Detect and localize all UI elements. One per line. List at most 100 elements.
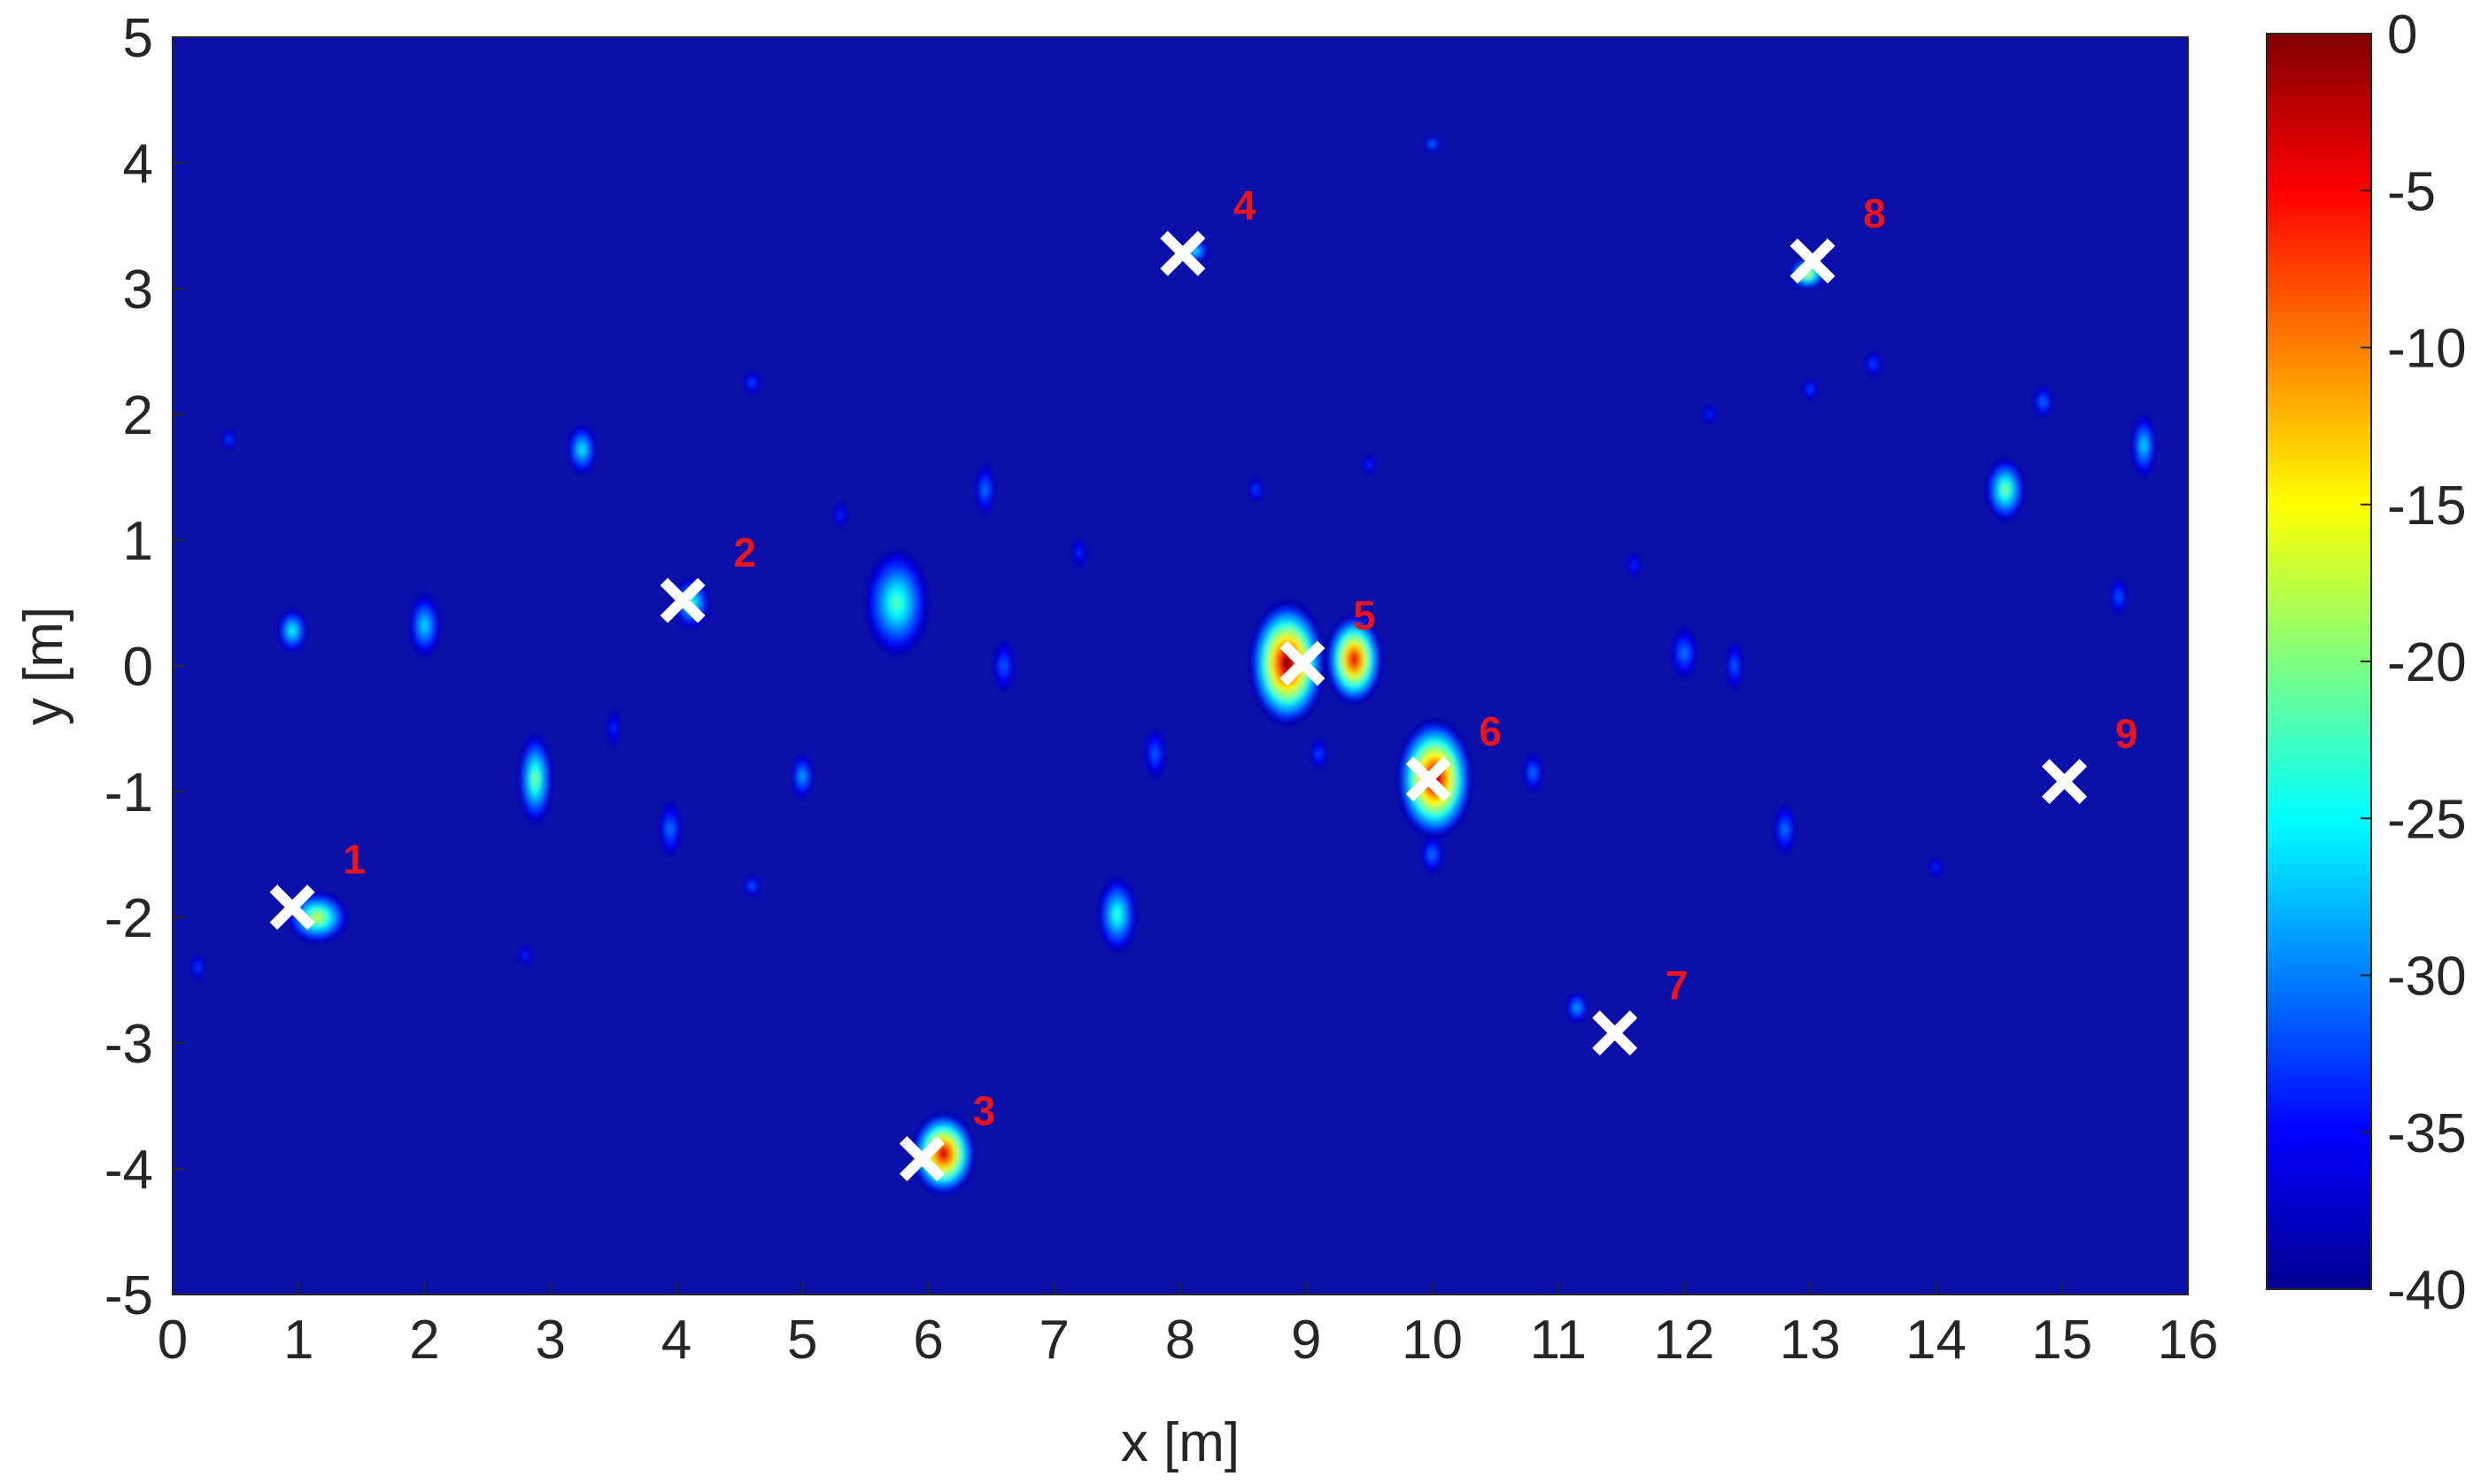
intensity-blob bbox=[1422, 835, 1442, 874]
intensity-blob bbox=[1703, 404, 1716, 425]
intensity-blob bbox=[222, 429, 236, 450]
intensity-blob bbox=[1363, 454, 1376, 475]
y-axis: 5 4 3 2 1 0 -1 -2 -3 -4 -5 bbox=[104, 8, 185, 1326]
colorbar-tick-label: -40 bbox=[2387, 1260, 2467, 1321]
intensity-blob bbox=[191, 955, 205, 981]
intensity-blob bbox=[2111, 577, 2127, 616]
intensity-blob bbox=[1929, 856, 1943, 877]
x-tick-label: 16 bbox=[2158, 1310, 2219, 1371]
y-tick-label: -3 bbox=[104, 1014, 153, 1075]
intensity-blob bbox=[1627, 553, 1641, 578]
x-axis: 0 1 2 3 4 5 6 7 8 9 10 11 12 13 14 15 16 bbox=[158, 1282, 2219, 1371]
colorbar-tick-label: -15 bbox=[2387, 475, 2467, 537]
intensity-blob bbox=[976, 464, 994, 515]
x-tick-label: 7 bbox=[1039, 1310, 1070, 1371]
intensity-blob bbox=[744, 876, 760, 896]
target-marker bbox=[899, 1136, 945, 1182]
target-label: 2 bbox=[733, 529, 756, 576]
x-tick-label: 5 bbox=[787, 1310, 817, 1371]
intensity-blob bbox=[1774, 804, 1796, 854]
intensity-blob bbox=[1249, 600, 1325, 727]
intensity-blob bbox=[744, 371, 760, 395]
intensity-blob bbox=[1145, 729, 1165, 779]
x-tick-label: 3 bbox=[536, 1310, 566, 1371]
target-label: 6 bbox=[1479, 708, 1502, 754]
y-tick-label: 1 bbox=[123, 511, 153, 572]
x-tick-label: 12 bbox=[1654, 1310, 1715, 1371]
x-tick-label: 10 bbox=[1402, 1310, 1463, 1371]
target-label: 4 bbox=[1233, 182, 1256, 228]
target-label: 1 bbox=[343, 837, 366, 883]
intensity-blob bbox=[1566, 993, 1588, 1024]
intensity-blob bbox=[912, 1112, 976, 1195]
y-tick-label: 4 bbox=[123, 134, 153, 195]
y-tick-label: -2 bbox=[104, 888, 153, 949]
intensity-blob bbox=[1326, 614, 1382, 706]
x-tick-label: 9 bbox=[1291, 1310, 1321, 1371]
colorbar-ticks: 0 -5 -10 -15 -20 -25 -30 -35 -40 bbox=[2361, 4, 2467, 1321]
target-marker bbox=[660, 577, 706, 623]
intensity-blob bbox=[1865, 352, 1881, 377]
x-tick-label: 15 bbox=[2031, 1310, 2092, 1371]
target-marker bbox=[1160, 230, 1206, 276]
target-marker bbox=[1789, 238, 1835, 284]
intensity-blob bbox=[2132, 414, 2156, 477]
colorbar-tick-label: -35 bbox=[2387, 1103, 2467, 1164]
heatmap-intensity-layer bbox=[191, 136, 2156, 1195]
intensity-blob bbox=[1249, 477, 1263, 503]
y-tick-label: 5 bbox=[123, 8, 153, 69]
colorbar-tick-label: -25 bbox=[2387, 789, 2467, 850]
intensity-blob bbox=[409, 594, 440, 658]
intensity-blob bbox=[278, 609, 306, 653]
target-label: 8 bbox=[1863, 190, 1886, 236]
target-label: 7 bbox=[1665, 962, 1689, 1009]
y-tick-label: -5 bbox=[104, 1265, 153, 1326]
y-axis-label: y [m] bbox=[13, 607, 74, 725]
target-marker bbox=[1279, 640, 1325, 686]
intensity-blob bbox=[1424, 136, 1441, 152]
x-tick-label: 2 bbox=[409, 1310, 439, 1371]
target-label: 9 bbox=[2115, 711, 2138, 757]
colorbar-tick-label: -10 bbox=[2387, 319, 2467, 380]
target-label: 5 bbox=[1353, 592, 1376, 638]
y-tick-label: -4 bbox=[104, 1140, 153, 1201]
y-tick-label: 2 bbox=[123, 385, 153, 446]
heatmap-plot-area: 1 2 3 4 5 6 7 8 9 bbox=[172, 36, 2189, 1295]
intensity-blob bbox=[993, 640, 1015, 692]
target-label: 3 bbox=[973, 1088, 996, 1134]
intensity-blob bbox=[833, 502, 847, 528]
x-axis-label: x [m] bbox=[1121, 1412, 1240, 1473]
intensity-blob bbox=[1098, 877, 1137, 953]
colorbar-gradient bbox=[2266, 33, 2372, 1290]
colorbar-tick-label: -20 bbox=[2387, 632, 2467, 693]
intensity-blob bbox=[1986, 458, 2025, 522]
x-tick-label: 13 bbox=[1780, 1310, 1841, 1371]
y-tick-label: -1 bbox=[104, 762, 153, 823]
target-markers: 1 2 3 4 5 6 7 8 9 bbox=[269, 182, 2138, 1182]
colorbar-tick-label: -5 bbox=[2387, 161, 2436, 222]
intensity-blob bbox=[865, 550, 929, 656]
intensity-blob bbox=[792, 754, 813, 800]
y-tick-label: 0 bbox=[123, 637, 153, 698]
intensity-blob bbox=[1073, 537, 1086, 568]
intensity-blob bbox=[568, 424, 596, 475]
intensity-blob bbox=[660, 801, 681, 857]
target-marker bbox=[2042, 759, 2088, 805]
x-tick-label: 4 bbox=[661, 1310, 692, 1371]
target-marker bbox=[1592, 1010, 1638, 1056]
x-tick-label: 0 bbox=[158, 1310, 188, 1371]
intensity-blob bbox=[1524, 754, 1542, 792]
colorbar-tick-label: 0 bbox=[2387, 4, 2417, 66]
intensity-blob bbox=[1310, 738, 1327, 769]
colorbar-tick-label: -30 bbox=[2387, 947, 2467, 1008]
x-tick-label: 8 bbox=[1165, 1310, 1195, 1371]
target-marker bbox=[1405, 756, 1451, 802]
x-tick-label: 1 bbox=[283, 1310, 313, 1371]
x-tick-label: 14 bbox=[1905, 1310, 1967, 1371]
intensity-blob bbox=[1727, 640, 1743, 692]
intensity-blob bbox=[1671, 628, 1697, 679]
intensity-blob bbox=[1802, 379, 1818, 399]
intensity-blob bbox=[2034, 386, 2052, 417]
colorbar: 0 -5 -10 -15 -20 -25 -30 -35 -40 bbox=[2266, 4, 2467, 1321]
